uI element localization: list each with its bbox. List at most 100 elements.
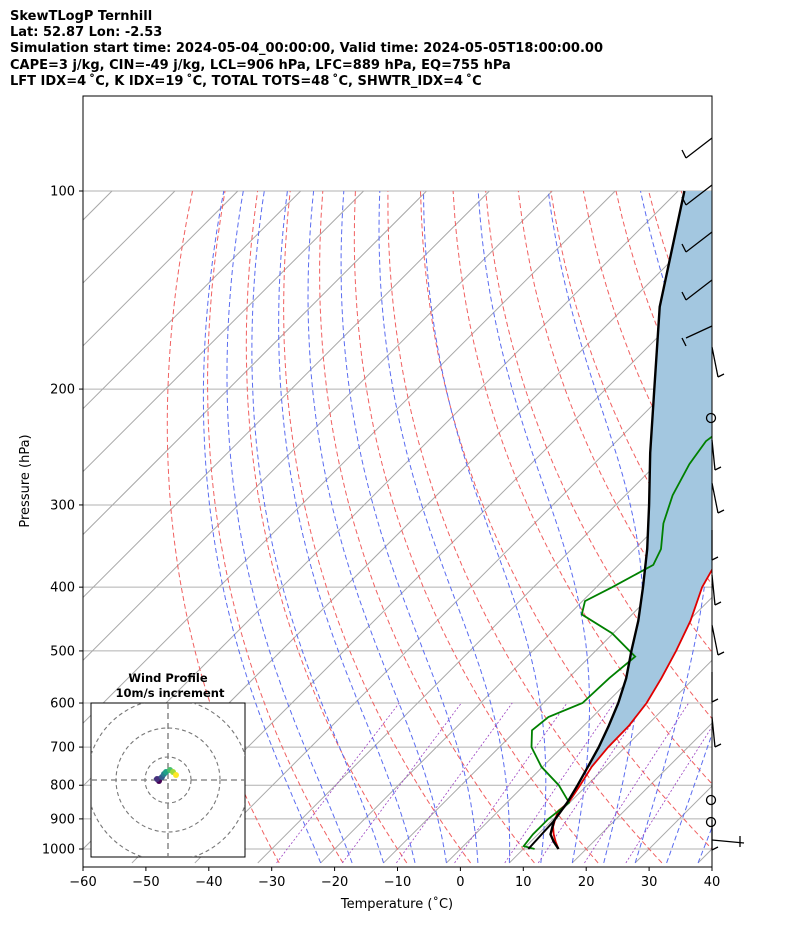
inset-plot xyxy=(91,703,245,857)
dry-adiabat xyxy=(207,190,344,864)
barb-staff xyxy=(711,624,719,656)
moist-adiabat xyxy=(226,190,353,864)
dry-adiabat xyxy=(550,190,712,586)
barb-flag xyxy=(681,149,687,159)
y-tick-label: 300 xyxy=(50,498,75,513)
x-axis-label: Temperature (˚C) xyxy=(340,896,453,912)
dry-adiabat xyxy=(779,191,794,863)
mixing-ratio-line xyxy=(584,702,690,864)
dry-adiabat xyxy=(452,190,712,785)
isotherm-line xyxy=(83,190,616,724)
barb-staff xyxy=(711,839,745,844)
mixing-ratio-line xyxy=(454,702,568,864)
dry-adiabat xyxy=(245,190,408,864)
x-tick-label: 40 xyxy=(704,875,721,890)
wind-barb xyxy=(681,279,713,301)
dry-adiabat xyxy=(166,190,280,864)
barb-flag xyxy=(714,466,722,471)
barb-staff xyxy=(685,137,713,159)
wind-barb xyxy=(711,346,725,378)
y-tick-label: 700 xyxy=(50,741,75,756)
y-tick-label: 100 xyxy=(50,185,75,200)
dry-adiabat xyxy=(387,190,663,864)
mixing-ratio-line xyxy=(504,702,615,864)
dry-adiabat xyxy=(319,190,535,864)
wind-barb xyxy=(711,530,719,561)
y-tick-label: 900 xyxy=(50,812,75,827)
isotherm-line xyxy=(571,722,712,864)
isotherm-line xyxy=(83,190,364,473)
barb-staff xyxy=(685,184,713,206)
y-axis-ticks: 100 200 300 400 500 600 700 800 900 1000 xyxy=(42,185,83,858)
station-coordinates: Lat: 52.87 Lon: -2.53 xyxy=(10,25,163,41)
barb-staff xyxy=(711,482,719,514)
wind-barb xyxy=(681,184,713,206)
simulation-times: Simulation start time: 2024-05-04_00:00:… xyxy=(10,41,603,57)
x-tick-label: 0 xyxy=(456,875,464,890)
dewpoint-line xyxy=(522,435,712,850)
barb-staff xyxy=(685,279,713,301)
moist-adiabat xyxy=(307,190,447,864)
y-tick-label: 600 xyxy=(50,697,75,712)
mixing-ratio-line xyxy=(396,702,513,864)
stability-indices-2: LFT IDX=4 ˚C, K IDX=19 ˚C, TOTAL TOTS=48… xyxy=(10,73,482,89)
wind-barb xyxy=(681,325,713,347)
isotherm-line xyxy=(257,407,712,864)
chart-header: SkewTLogP Ternhill Lat: 52.87 Lon: -2.53… xyxy=(10,9,603,90)
moist-adiabat xyxy=(547,190,644,864)
calm-circle xyxy=(705,794,717,806)
dry-adiabat xyxy=(714,191,794,863)
x-tick-label: 30 xyxy=(641,875,658,890)
isotherm-line xyxy=(446,596,712,864)
y-axis-label: Pressure (hPa) xyxy=(18,434,33,527)
dry-adiabat xyxy=(353,190,599,864)
moist-adiabat xyxy=(278,190,416,864)
parcel-line xyxy=(549,190,686,850)
barb-staff xyxy=(685,231,713,253)
cape-fill xyxy=(587,191,712,767)
barb-flag xyxy=(717,651,725,656)
dry-adiabat xyxy=(485,190,712,720)
x-tick-label: −10 xyxy=(384,875,411,890)
barb-flag xyxy=(714,601,722,606)
wind-barb xyxy=(681,231,713,253)
x-tick-label: −30 xyxy=(258,875,285,890)
barb-flag xyxy=(717,509,725,514)
isotherm-line xyxy=(83,190,490,599)
isotherm-line xyxy=(83,190,427,536)
hodograph-point xyxy=(154,776,160,782)
barb-flag xyxy=(681,291,687,301)
moist-adiabat xyxy=(477,190,590,863)
profile-lines xyxy=(522,190,712,850)
stability-indices-1: CAPE=3 j/kg, CIN=-49 j/kg, LCL=906 hPa, … xyxy=(10,57,511,73)
dry-adiabat xyxy=(283,190,472,864)
y-tick-label: 200 xyxy=(50,383,75,398)
x-tick-label: −40 xyxy=(195,875,222,890)
barb-staff xyxy=(711,346,719,378)
x-tick-label: −20 xyxy=(321,875,348,890)
x-axis-ticks: −60 −50 −40 −30 −20 −10 0 10 20 30 40 xyxy=(69,867,720,890)
y-tick-label: 400 xyxy=(50,581,75,596)
barb-flag xyxy=(681,243,687,253)
cape-area xyxy=(587,191,712,767)
x-tick-label: 10 xyxy=(515,875,532,890)
moist-adiabat xyxy=(202,190,322,864)
barb-flag xyxy=(711,846,719,851)
x-tick-label: 20 xyxy=(578,875,595,890)
wind-barb xyxy=(711,716,722,748)
wind-barb xyxy=(711,624,725,656)
isotherm-line xyxy=(383,533,712,864)
wind-barb xyxy=(681,137,713,159)
isotherm-line xyxy=(83,190,302,410)
wind-barb xyxy=(705,794,717,806)
dry-adiabat xyxy=(420,190,712,850)
station-title: SkewTLogP Ternhill xyxy=(10,9,153,24)
dry-adiabat xyxy=(746,191,794,863)
background-reference-lines xyxy=(83,190,794,864)
y-tick-label: 500 xyxy=(50,644,75,659)
barb-flag xyxy=(714,743,722,748)
wind-barb xyxy=(711,439,722,471)
mixing-ratio-line xyxy=(537,702,646,864)
